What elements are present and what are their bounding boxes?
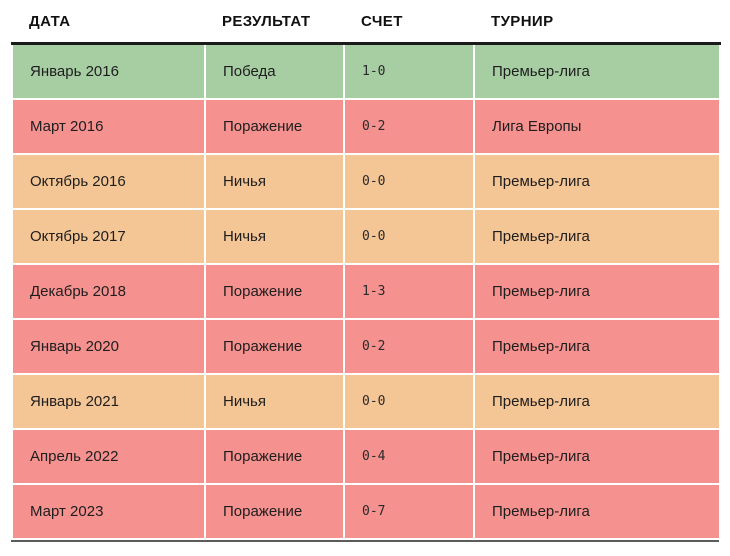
cell-result: Ничья [204, 373, 345, 430]
cell-score: 0-2 [343, 98, 475, 155]
cell-tournament: Премьер-лига [473, 42, 721, 100]
cell-date: Апрель 2022 [11, 428, 206, 485]
cell-score: 0-4 [343, 428, 475, 485]
table-row: Октябрь 2016 Ничья 0-0 Премьер-лига [11, 153, 721, 210]
cell-result: Ничья [204, 153, 345, 210]
cell-score: 0-0 [343, 373, 475, 430]
cell-date: Декабрь 2018 [11, 263, 206, 320]
cell-result: Победа [204, 42, 345, 100]
cell-score: 1-0 [343, 42, 475, 100]
table-row: Март 2016 Поражение 0-2 Лига Европы [11, 98, 721, 155]
cell-date: Январь 2016 [11, 42, 206, 100]
table-row: Декабрь 2018 Поражение 1-3 Премьер-лига [11, 263, 721, 320]
cell-tournament: Премьер-лига [473, 318, 721, 375]
cell-date: Октябрь 2017 [11, 208, 206, 265]
cell-date: Март 2023 [11, 483, 206, 540]
table-row: Январь 2021 Ничья 0-0 Премьер-лига [11, 373, 721, 430]
col-header-result: РЕЗУЛЬТАТ [205, 0, 344, 45]
table-row: Март 2023 Поражение 0-7 Премьер-лига [11, 483, 721, 540]
col-header-tournament: ТУРНИР [474, 0, 720, 45]
table-bottom-rule [11, 540, 719, 542]
cell-score: 0-0 [343, 208, 475, 265]
col-header-date: ДАТА [12, 0, 205, 45]
cell-date: Январь 2021 [11, 373, 206, 430]
header-row: ДАТА РЕЗУЛЬТАТ СЧЕТ ТУРНИР [12, 0, 720, 45]
table-row: Апрель 2022 Поражение 0-4 Премьер-лига [11, 428, 721, 485]
cell-date: Март 2016 [11, 98, 206, 155]
table-row: Январь 2016 Победа 1-0 Премьер-лига [11, 42, 721, 100]
cell-result: Ничья [204, 208, 345, 265]
cell-score: 0-2 [343, 318, 475, 375]
cell-result: Поражение [204, 428, 345, 485]
cell-result: Поражение [204, 483, 345, 540]
cell-result: Поражение [204, 98, 345, 155]
table-row: Октябрь 2017 Ничья 0-0 Премьер-лига [11, 208, 721, 265]
cell-score: 0-7 [343, 483, 475, 540]
table-body: Январь 2016 Победа 1-0 Премьер-лига Март 201… [11, 42, 721, 540]
cell-score: 1-3 [343, 263, 475, 320]
cell-tournament: Лига Европы [473, 98, 721, 155]
cell-tournament: Премьер-лига [473, 373, 721, 430]
col-header-score: СЧЕТ [344, 0, 474, 45]
cell-date: Октябрь 2016 [11, 153, 206, 210]
cell-tournament: Премьер-лига [473, 428, 721, 485]
cell-tournament: Премьер-лига [473, 263, 721, 320]
cell-result: Поражение [204, 263, 345, 320]
cell-tournament: Премьер-лига [473, 153, 721, 210]
results-table-container: ДАТА РЕЗУЛЬТАТ СЧЕТ ТУРНИР Январь 2016 По… [11, 0, 721, 542]
cell-score: 0-0 [343, 153, 475, 210]
cell-result: Поражение [204, 318, 345, 375]
match-results-table: ДАТА РЕЗУЛЬТАТ СЧЕТ ТУРНИР Январь 2016 По… [11, 0, 721, 540]
table-row: Январь 2020 Поражение 0-2 Премьер-лига [11, 318, 721, 375]
cell-date: Январь 2020 [11, 318, 206, 375]
cell-tournament: Премьер-лига [473, 208, 721, 265]
cell-tournament: Премьер-лига [473, 483, 721, 540]
